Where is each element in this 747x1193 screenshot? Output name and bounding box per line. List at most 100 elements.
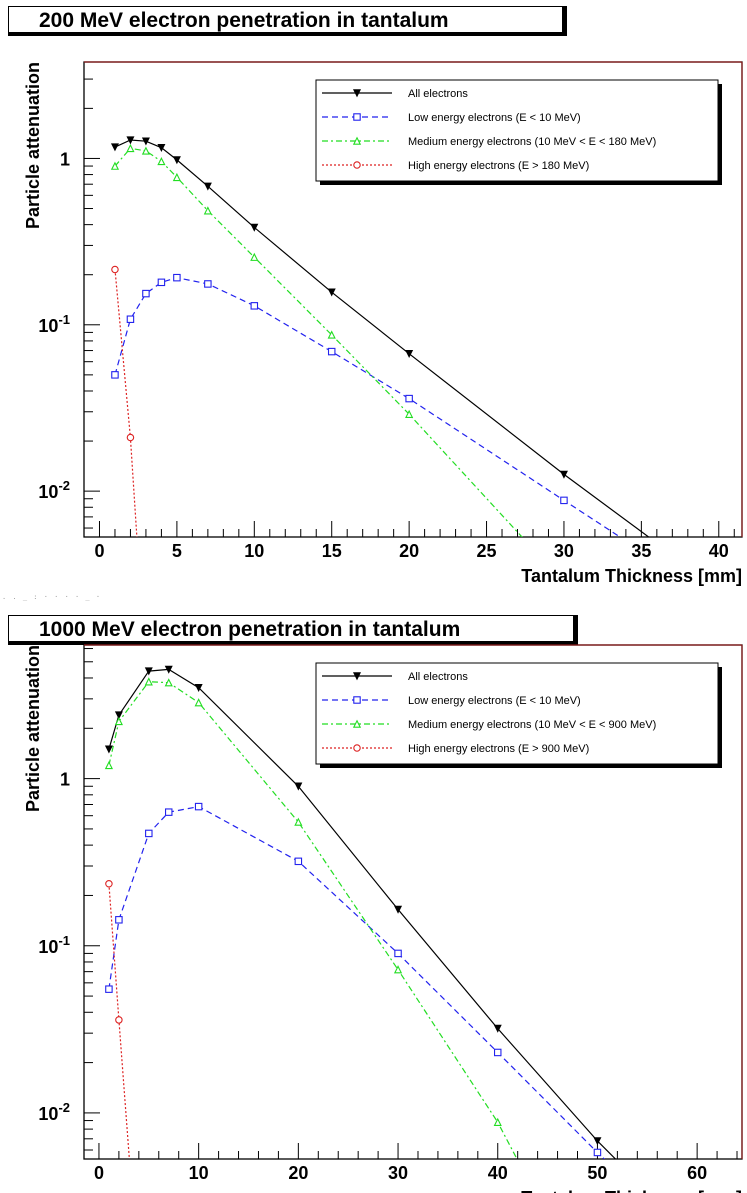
- data-point: [493, 1117, 502, 1126]
- data-point: [405, 394, 413, 403]
- x-tick-label: 60: [687, 1163, 707, 1183]
- data-point: [172, 156, 181, 165]
- legend-label: Medium energy electrons (10 MeV < E < 90…: [408, 719, 656, 731]
- x-tick-label: 30: [554, 541, 574, 561]
- data-point: [327, 330, 336, 339]
- data-point: [405, 350, 414, 359]
- x-tick-label: 15: [322, 541, 342, 561]
- data-point: [493, 1024, 502, 1033]
- x-axis-title: Tantalum Thickness [mm]: [521, 1188, 742, 1193]
- legend-marker: [353, 744, 361, 752]
- x-tick-label: 0: [94, 1163, 104, 1183]
- data-point: [110, 143, 119, 152]
- data-point: [164, 808, 173, 816]
- data-point: [104, 745, 113, 754]
- x-tick-label: 10: [244, 541, 264, 561]
- data-point: [593, 1148, 602, 1157]
- data-point: [144, 677, 153, 686]
- y-tick-label: 1: [60, 770, 70, 790]
- x-axis-title: Tantalum Thickness [mm]: [521, 566, 742, 586]
- x-tick-label: 10: [189, 1163, 209, 1183]
- y-axis-title: Particle attenuation: [23, 62, 43, 229]
- x-tick-label: 20: [399, 541, 419, 561]
- chart-panel-1000mev: 1000 MeV electron penetration in tantalu…: [0, 597, 747, 1193]
- legend-marker: [353, 161, 361, 169]
- data-point: [559, 470, 568, 479]
- y-axis-title: Particle attenuation: [23, 645, 43, 812]
- legend-marker: [352, 719, 362, 728]
- axis-ticks: [83, 78, 735, 537]
- data-point: [250, 223, 259, 232]
- data-point: [115, 1016, 123, 1024]
- legend-marker: [352, 136, 362, 145]
- data-point: [126, 315, 135, 323]
- data-point: [294, 857, 303, 866]
- data-point: [405, 409, 414, 418]
- y-tick-label: 10-1: [38, 933, 70, 957]
- series-line: [108, 883, 130, 1159]
- y-tick-label: 10-1: [38, 312, 70, 336]
- legend-box: [315, 79, 719, 182]
- x-tick-label: 40: [709, 541, 729, 561]
- data-point: [142, 289, 150, 298]
- data-point: [141, 137, 150, 146]
- data-point: [114, 716, 123, 726]
- series-line: [108, 668, 617, 1159]
- data-point: [157, 278, 166, 287]
- y-tick-label: 10-2: [38, 478, 70, 502]
- data-point: [294, 817, 303, 826]
- data-point: [126, 143, 135, 153]
- chart-panel-200mev: 200 MeV electron penetration in tantalum…: [0, 0, 747, 596]
- data-point: [157, 144, 166, 153]
- data-point: [114, 711, 123, 720]
- data-point: [194, 683, 203, 692]
- data-point: [164, 678, 173, 687]
- data-point: [141, 146, 151, 155]
- data-point: [126, 136, 135, 145]
- data-point: [203, 182, 212, 191]
- data-point: [157, 156, 166, 166]
- data-point: [126, 433, 135, 442]
- data-point: [172, 172, 181, 182]
- x-tick-label: 5: [172, 541, 182, 561]
- data-point: [164, 665, 173, 674]
- series-line: [108, 805, 606, 1159]
- x-tick-label: 30: [388, 1163, 408, 1183]
- data-point: [105, 879, 113, 888]
- data-point: [111, 371, 119, 379]
- data-point: [115, 916, 123, 924]
- data-point: [203, 206, 212, 215]
- x-tick-label: 35: [631, 541, 651, 561]
- axis-ticks: [84, 648, 738, 1159]
- data-point: [593, 1137, 602, 1146]
- series-line: [114, 139, 650, 537]
- legend-box: [315, 662, 719, 765]
- legend-label: High energy electrons (E > 900 MeV): [408, 743, 589, 755]
- chart-title: 1000 MeV electron penetration in tantalu…: [8, 615, 578, 645]
- legend-label: Low energy electrons (E < 10 MeV): [408, 112, 581, 124]
- data-point: [173, 273, 181, 282]
- x-tick-label: 40: [488, 1163, 508, 1183]
- legend-label: All electrons: [408, 671, 468, 683]
- legend-label: High energy electrons (E > 180 MeV): [408, 160, 589, 172]
- data-point: [560, 496, 568, 505]
- x-tick-label: 50: [587, 1163, 607, 1183]
- data-point: [194, 698, 203, 707]
- data-point: [144, 667, 153, 676]
- series-line: [114, 147, 523, 537]
- data-point: [194, 802, 203, 811]
- series-line: [114, 277, 622, 537]
- y-tick-label: 10-2: [38, 1100, 70, 1124]
- legend-label: All electrons: [408, 88, 468, 100]
- data-point: [204, 280, 212, 288]
- stray-text: . . _ : · · · · _ ·: [2, 593, 102, 601]
- data-point: [105, 985, 113, 993]
- legend-marker: [352, 672, 362, 681]
- data-point: [393, 965, 403, 974]
- data-point: [493, 1048, 502, 1057]
- chart-200mev: 0 5 10 15 20 25 30 35 40 1 10-1 10-2 Tantalum Thickn…: [23, 61, 743, 586]
- data-point: [394, 905, 403, 914]
- legend-marker: [352, 89, 362, 98]
- x-tick-label: 0: [94, 541, 104, 561]
- data-point: [110, 161, 120, 170]
